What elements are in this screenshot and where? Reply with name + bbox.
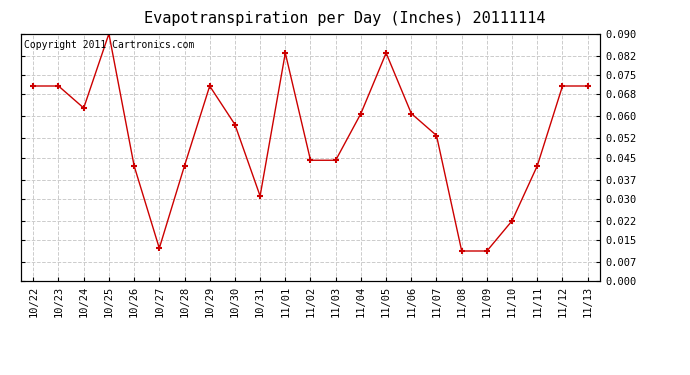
Text: Copyright 2011 Cartronics.com: Copyright 2011 Cartronics.com [23,40,194,50]
Text: Evapotranspiration per Day (Inches) 20111114: Evapotranspiration per Day (Inches) 2011… [144,11,546,26]
